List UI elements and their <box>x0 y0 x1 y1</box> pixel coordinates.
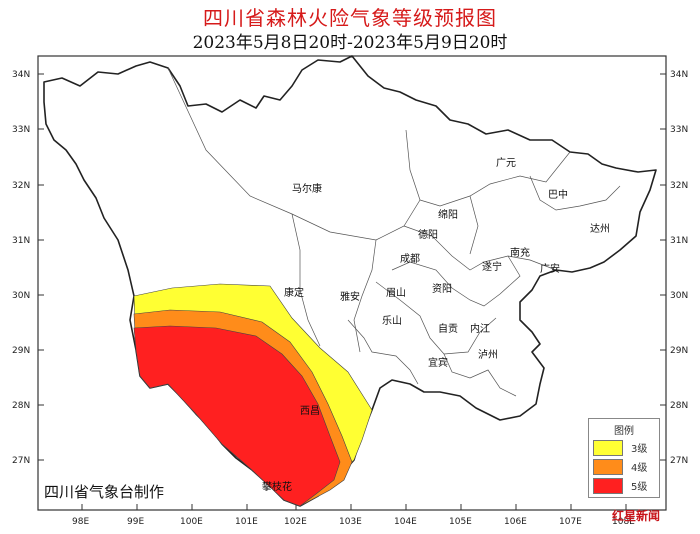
legend-swatch-level5 <box>593 477 623 494</box>
map-subtitle: 2023年5月8日20时-2023年5月9日20时 <box>192 33 508 53</box>
lat-label: 34N <box>12 70 30 80</box>
city-label: 攀枝花 <box>262 480 292 493</box>
lat-label-right: 32N <box>670 181 688 191</box>
lon-ticks <box>81 504 627 510</box>
lat-label: 30N <box>12 291 30 301</box>
city-label: 绵阳 <box>438 208 458 221</box>
city-label: 宜宾 <box>428 356 448 369</box>
legend-title: 图例 <box>614 426 634 437</box>
prefecture-boundaries <box>167 67 621 397</box>
city-label: 内江 <box>470 322 490 335</box>
city-label: 成都 <box>400 253 420 265</box>
lat-label-right: 34N <box>670 70 688 80</box>
legend-label: 5级 <box>631 482 648 493</box>
city-label: 雅安 <box>340 290 360 303</box>
city-label: 眉山 <box>386 287 406 299</box>
lon-label: 108E <box>612 517 635 527</box>
legend-item: 4级 <box>593 458 655 475</box>
legend-swatch-level4 <box>593 458 623 475</box>
lat-label-right: 29N <box>670 346 688 356</box>
legend-swatch-level3 <box>593 439 623 456</box>
city-label: 南充 <box>510 246 530 259</box>
lat-label-right: 28N <box>670 401 688 411</box>
city-label: 德阳 <box>418 228 438 241</box>
lon-label: 101E <box>235 517 258 527</box>
city-label: 巴中 <box>548 188 568 201</box>
city-label: 马尔康 <box>292 182 322 195</box>
city-label: 自贡 <box>438 322 458 335</box>
watermark: 红星新闻 <box>612 509 661 523</box>
lon-label: 102E <box>284 517 307 527</box>
city-label: 广元 <box>496 157 516 169</box>
lon-label: 103E <box>339 517 362 527</box>
lat-ticks <box>38 73 666 461</box>
city-label: 泸州 <box>478 349 498 361</box>
legend-label: 4级 <box>631 463 648 474</box>
city-label: 资阳 <box>432 283 452 295</box>
lat-label: 29N <box>12 346 30 356</box>
lon-label: 104E <box>394 517 417 527</box>
lat-label: 32N <box>12 181 30 191</box>
lat-label-right: 27N <box>670 456 688 466</box>
lat-label-right: 30N <box>670 291 688 301</box>
map-title: 四川省森林火险气象等级预报图 <box>203 6 497 30</box>
lat-label-right: 33N <box>670 125 688 135</box>
lat-label: 28N <box>12 401 30 411</box>
city-label: 乐山 <box>382 315 402 327</box>
lat-label-right: 31N <box>670 236 688 246</box>
legend-label: 3级 <box>631 444 648 455</box>
lon-label: 98E <box>72 517 89 527</box>
city-label: 遂宁 <box>482 260 502 273</box>
legend-box: 图例 3级 4级 5级 <box>588 418 660 498</box>
hazard-zone-level5 <box>133 325 341 507</box>
city-label: 康定 <box>284 286 304 299</box>
city-label: 达州 <box>590 223 610 235</box>
lat-label: 27N <box>12 456 30 466</box>
legend-item: 3级 <box>593 439 655 456</box>
lon-label: 106E <box>504 517 527 527</box>
legend-item: 5级 <box>593 477 655 494</box>
lat-label: 33N <box>12 125 30 135</box>
lon-label: 100E <box>180 517 203 527</box>
city-label: 西昌 <box>300 405 320 417</box>
lon-label: 107E <box>559 517 582 527</box>
lat-label: 31N <box>12 236 30 246</box>
producer-credit: 四川省气象台制作 <box>44 483 165 501</box>
lon-label: 105E <box>449 517 472 527</box>
city-label: 广安 <box>540 262 560 275</box>
lon-label: 99E <box>127 517 144 527</box>
